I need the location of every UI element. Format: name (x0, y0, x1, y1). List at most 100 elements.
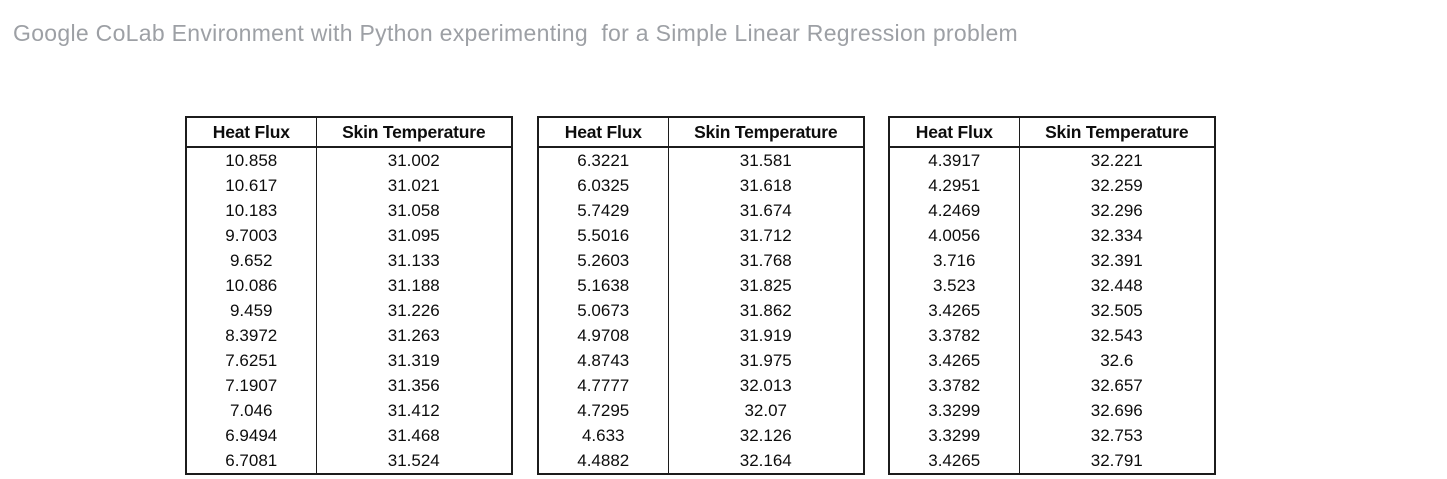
table-row: 4.2951 32.259 (889, 173, 1215, 198)
cell-heat-flux: 5.5016 (538, 223, 669, 248)
cell-heat-flux: 6.0325 (538, 173, 669, 198)
cell-heat-flux: 4.4882 (538, 448, 669, 474)
cell-skin-temperature: 31.862 (739, 301, 792, 320)
data-table-1: Heat Flux Skin Temperature 10.858 31.002 10.… (185, 116, 513, 475)
table-row: 3.3782 32.543 (889, 323, 1215, 348)
table-row: 10.617 31.021 (186, 173, 512, 198)
cell-skin-temperature: 32.296 (1090, 201, 1143, 220)
cell-skin-temperature: 32.221 (1090, 151, 1143, 170)
cell-heat-flux: 5.2603 (538, 248, 669, 273)
cell-skin-temperature: 32.543 (1090, 326, 1143, 345)
cell-skin-temperature: 32.07 (744, 401, 788, 420)
table-row: 4.633 32.126 (538, 423, 864, 448)
header-row: Heat Flux Skin Temperature (186, 117, 512, 148)
cell-heat-flux: 3.3782 (889, 323, 1020, 348)
cell-heat-flux: 7.046 (186, 398, 317, 423)
cell-skin-temperature: 31.712 (739, 226, 792, 245)
cell-skin-temperature: 31.133 (387, 251, 440, 270)
cell-skin-temperature: 31.919 (739, 326, 792, 345)
cell-skin-temperature: 32.657 (1090, 376, 1143, 395)
cell-skin-temperature: 31.058 (387, 201, 440, 220)
table-row: 3.3299 32.753 (889, 423, 1215, 448)
table-row: 6.7081 31.524 (186, 448, 512, 474)
table-row: 9.7003 31.095 (186, 223, 512, 248)
cell-heat-flux: 10.086 (186, 273, 317, 298)
cell-skin-temperature: 31.618 (739, 176, 792, 195)
table-row: 6.0325 31.618 (538, 173, 864, 198)
cell-skin-temperature: 31.581 (739, 151, 792, 170)
cell-heat-flux: 9.459 (186, 298, 317, 323)
cell-skin-temperature: 31.188 (387, 276, 440, 295)
cell-skin-temperature: 31.319 (387, 351, 440, 370)
cell-heat-flux: 6.7081 (186, 448, 317, 474)
cell-skin-temperature: 32.753 (1090, 426, 1143, 445)
data-table-3: Heat Flux Skin Temperature 4.3917 32.221 4.2… (888, 116, 1216, 475)
table-row: 6.9494 31.468 (186, 423, 512, 448)
cell-heat-flux: 6.3221 (538, 147, 669, 173)
cell-heat-flux: 5.7429 (538, 198, 669, 223)
cell-heat-flux: 4.633 (538, 423, 669, 448)
cell-skin-temperature: 32.391 (1090, 251, 1143, 270)
table-row: 7.046 31.412 (186, 398, 512, 423)
cell-heat-flux: 4.2469 (889, 198, 1020, 223)
table-row: 4.4882 32.164 (538, 448, 864, 474)
cell-heat-flux: 7.6251 (186, 348, 317, 373)
cell-skin-temperature: 32.259 (1090, 176, 1143, 195)
cell-skin-temperature: 31.674 (739, 201, 792, 220)
table-row: 4.7777 32.013 (538, 373, 864, 398)
cell-heat-flux: 10.858 (186, 147, 317, 173)
column-header-skin-temperature: Skin Temperature (1019, 117, 1215, 148)
table-row: 3.3782 32.657 (889, 373, 1215, 398)
table-row: 4.8743 31.975 (538, 348, 864, 373)
header-row: Heat Flux Skin Temperature (538, 117, 864, 148)
cell-heat-flux: 3.3782 (889, 373, 1020, 398)
cell-skin-temperature: 32.334 (1090, 226, 1143, 245)
table-row: 10.858 31.002 (186, 147, 512, 173)
cell-skin-temperature: 32.6 (1100, 351, 1134, 370)
table-row: 4.3917 32.221 (889, 147, 1215, 173)
cell-skin-temperature: 31.524 (387, 451, 440, 470)
table-row: 3.716 32.391 (889, 248, 1215, 273)
cell-heat-flux: 3.716 (889, 248, 1020, 273)
cell-skin-temperature: 32.013 (739, 376, 792, 395)
cell-heat-flux: 9.652 (186, 248, 317, 273)
table-row: 3.523 32.448 (889, 273, 1215, 298)
column-header-heat-flux: Heat Flux (538, 117, 669, 148)
heat-flux-skin-temperature-table: Heat Flux Skin Temperature 6.3221 31.581 6.0… (537, 116, 865, 475)
cell-heat-flux: 3.4265 (889, 348, 1020, 373)
cell-skin-temperature: 31.095 (387, 226, 440, 245)
table-row: 3.3299 32.696 (889, 398, 1215, 423)
cell-skin-temperature: 32.126 (739, 426, 792, 445)
cell-skin-temperature: 31.975 (739, 351, 792, 370)
cell-heat-flux: 4.7295 (538, 398, 669, 423)
cell-heat-flux: 3.3299 (889, 423, 1020, 448)
cell-heat-flux: 3.4265 (889, 298, 1020, 323)
table-row: 8.3972 31.263 (186, 323, 512, 348)
cell-heat-flux: 3.523 (889, 273, 1020, 298)
cell-heat-flux: 4.7777 (538, 373, 669, 398)
cell-heat-flux: 7.1907 (186, 373, 317, 398)
table-row: 3.4265 32.505 (889, 298, 1215, 323)
cell-skin-temperature: 31.356 (387, 376, 440, 395)
cell-skin-temperature: 31.021 (387, 176, 440, 195)
cell-heat-flux: 4.0056 (889, 223, 1020, 248)
cell-skin-temperature: 31.825 (739, 276, 792, 295)
cell-heat-flux: 4.3917 (889, 147, 1020, 173)
table-row: 4.9708 31.919 (538, 323, 864, 348)
table-row: 5.7429 31.674 (538, 198, 864, 223)
cell-heat-flux: 4.9708 (538, 323, 669, 348)
cell-skin-temperature: 31.468 (387, 426, 440, 445)
cell-skin-temperature: 31.002 (387, 151, 440, 170)
table-row: 5.5016 31.712 (538, 223, 864, 248)
cell-skin-temperature: 31.768 (739, 251, 792, 270)
cell-heat-flux: 10.183 (186, 198, 317, 223)
table-row: 7.6251 31.319 (186, 348, 512, 373)
table-row: 3.4265 32.6 (889, 348, 1215, 373)
table-row: 3.4265 32.791 (889, 448, 1215, 474)
cell-skin-temperature: 32.696 (1090, 401, 1143, 420)
cell-heat-flux: 5.0673 (538, 298, 669, 323)
cell-skin-temperature: 31.412 (387, 401, 440, 420)
table-row: 5.1638 31.825 (538, 273, 864, 298)
table-row: 9.652 31.133 (186, 248, 512, 273)
column-header-heat-flux: Heat Flux (186, 117, 317, 148)
